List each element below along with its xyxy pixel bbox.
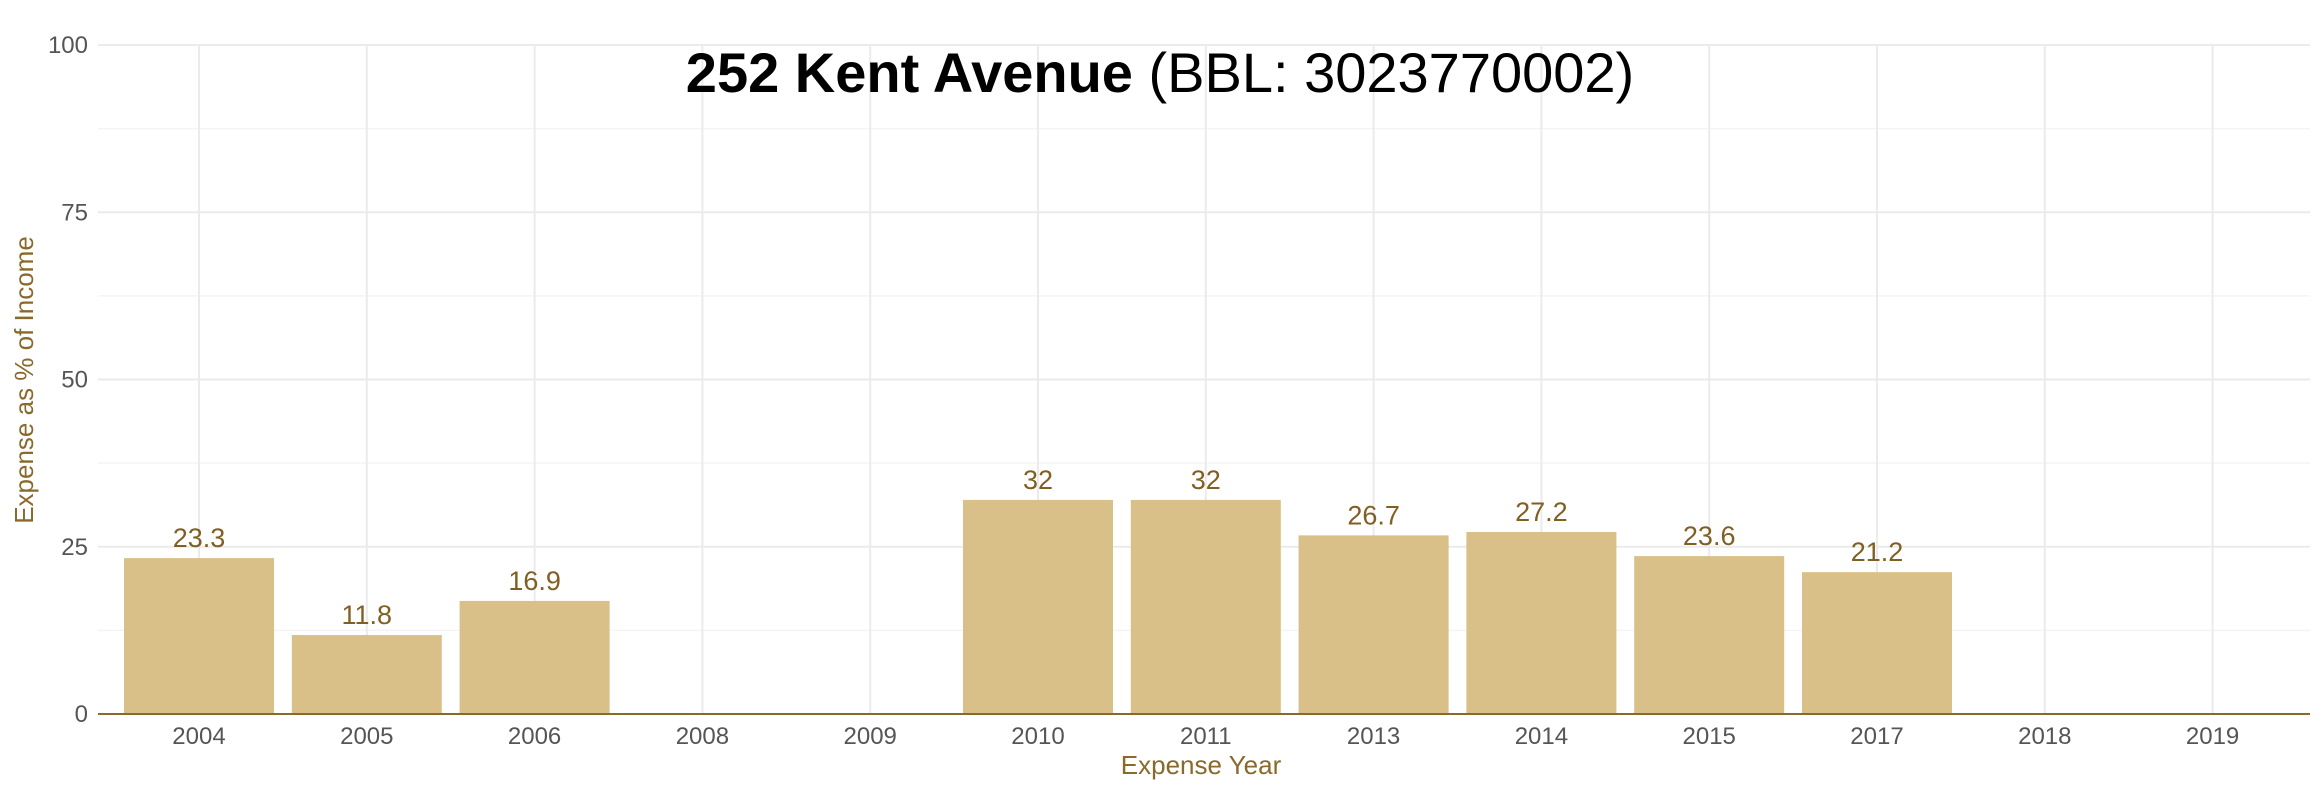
- bar-2011: [1130, 499, 1281, 714]
- data-label-2014: 27.2: [1515, 497, 1568, 527]
- x-tick-label-2004: 2004: [172, 723, 225, 750]
- bar-2005: [291, 635, 442, 714]
- x-tick-label-2019: 2019: [2186, 723, 2239, 750]
- bar-2004: [124, 558, 274, 714]
- x-tick-label-2014: 2014: [1515, 723, 1568, 750]
- chart-title-address: 252 Kent Avenue: [686, 41, 1133, 104]
- data-label-2011: 32: [1191, 465, 1221, 495]
- x-tick-label-2010: 2010: [1011, 723, 1064, 750]
- data-label-2005: 11.8: [342, 600, 393, 630]
- bar-2014: [1466, 532, 1617, 714]
- y-tick-label-0: 0: [75, 701, 88, 728]
- y-tick-label-25: 25: [61, 534, 88, 561]
- bar-2017: [1802, 572, 1952, 714]
- x-tick-label-2006: 2006: [508, 723, 561, 750]
- x-axis-title: Expense Year: [1121, 750, 1282, 780]
- y-tick-label-100: 100: [48, 32, 88, 59]
- x-tick-label-2005: 2005: [340, 723, 393, 750]
- x-tick-labels: 2004 2005 2006 2008 2009 2010 2011 2013 2014 2015…: [172, 723, 2239, 750]
- y-tick-label-50: 50: [61, 367, 88, 394]
- bar-2013: [1298, 535, 1449, 714]
- data-label-2013: 26.7: [1347, 500, 1400, 530]
- y-axis-title: Expense as % of Income: [9, 236, 39, 524]
- x-tick-label-2008: 2008: [676, 723, 729, 750]
- x-tick-label-2015: 2015: [1683, 723, 1736, 750]
- y-tick-label-75: 75: [61, 199, 88, 226]
- x-tick-label-2018: 2018: [2018, 723, 2071, 750]
- bar-2015: [1634, 556, 1785, 714]
- chart-title-bbl: (BBL: 3023770002): [1133, 41, 1634, 104]
- bar-2006: [459, 600, 610, 714]
- bar-layer: [124, 499, 1952, 714]
- x-tick-label-2009: 2009: [844, 723, 897, 750]
- y-tick-labels: 0 25 50 75 100: [48, 32, 88, 728]
- data-label-layer: 23.3 11.8 16.9 32 32 26.7 27.2 23.6 21.2: [173, 465, 1904, 630]
- bar-2010: [963, 499, 1113, 714]
- data-label-2004: 23.3: [173, 523, 226, 553]
- chart-title: 252 Kent Avenue (BBL: 3023770002): [686, 41, 1634, 104]
- data-label-2015: 23.6: [1683, 521, 1736, 551]
- data-label-2010: 32: [1023, 465, 1053, 495]
- x-tick-label-2011: 2011: [1180, 723, 1232, 750]
- data-label-2017: 21.2: [1851, 537, 1904, 567]
- x-tick-label-2013: 2013: [1347, 723, 1400, 750]
- data-label-2006: 16.9: [508, 566, 561, 596]
- x-tick-label-2017: 2017: [1850, 723, 1903, 750]
